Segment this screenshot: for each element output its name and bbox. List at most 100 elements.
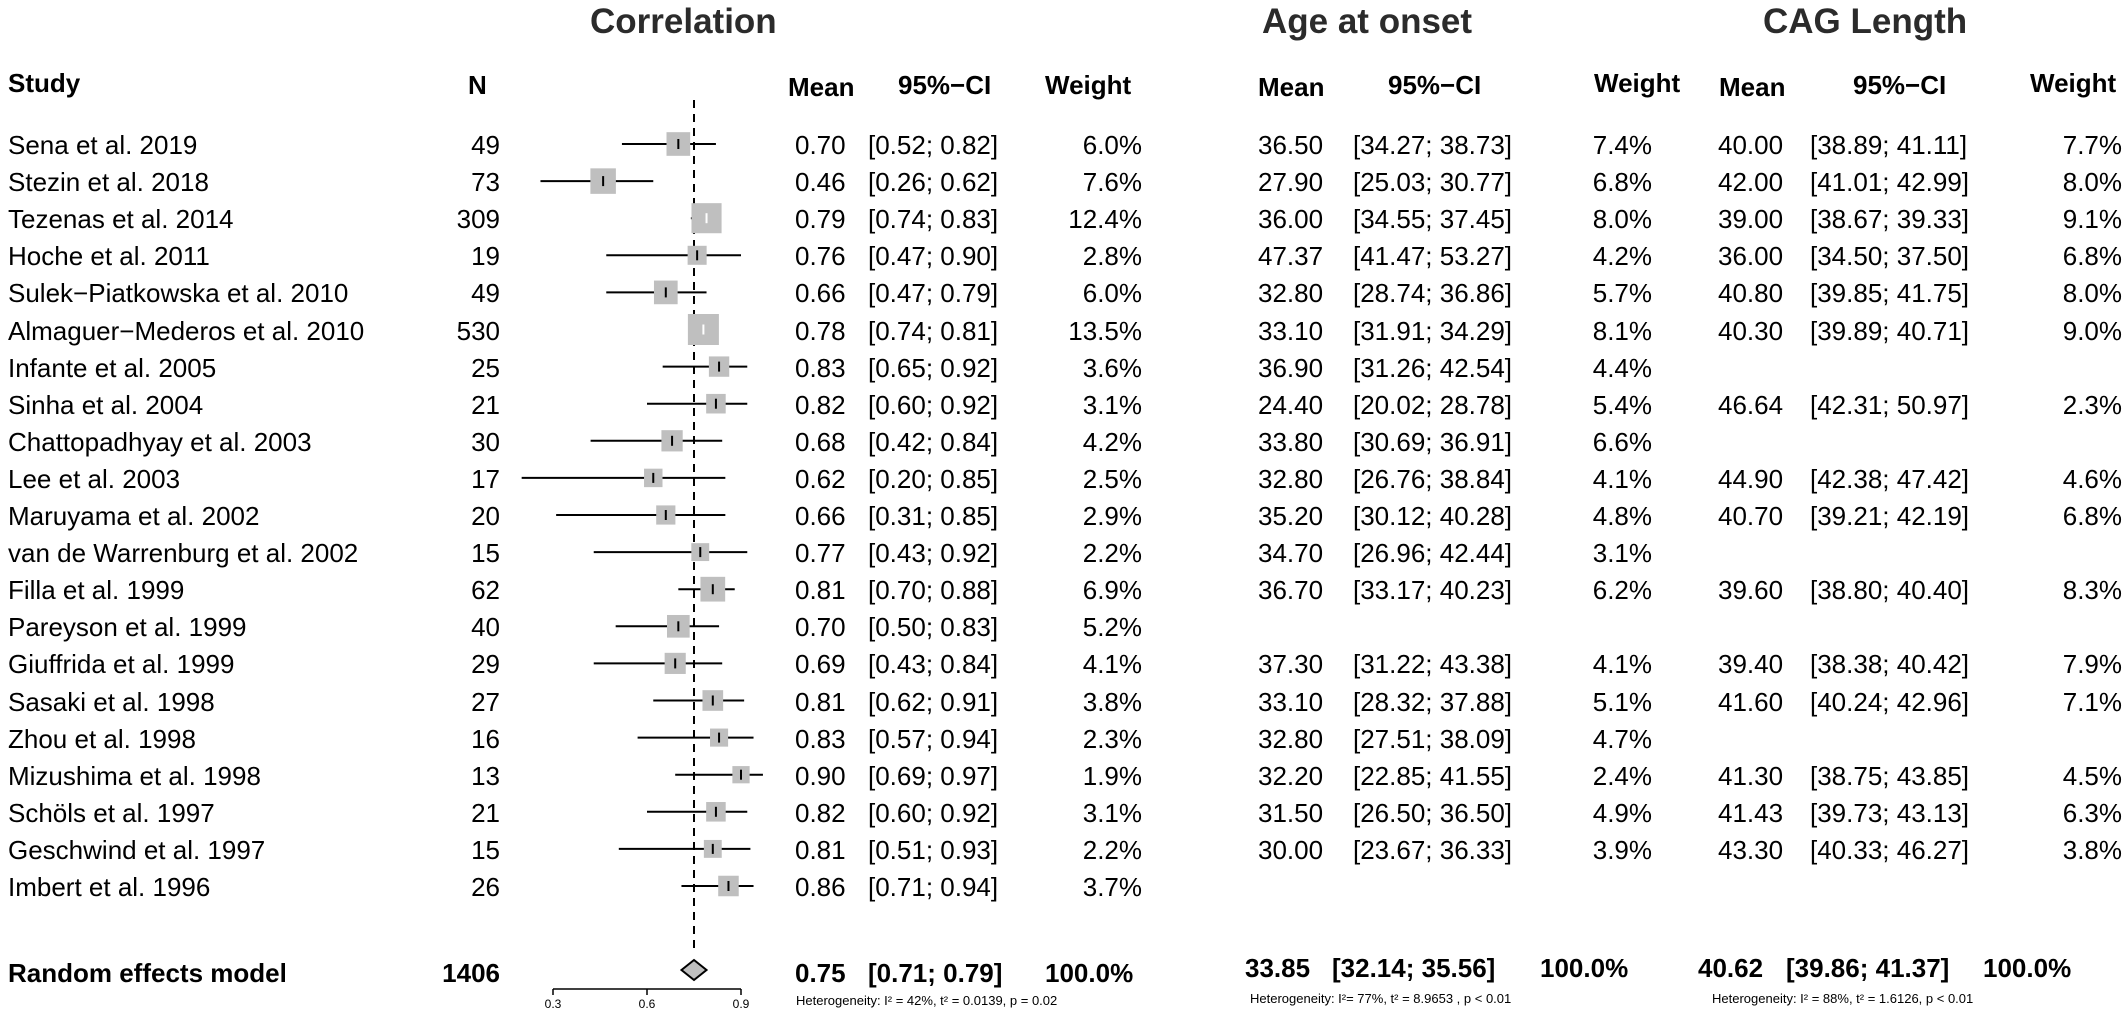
age-mean-cell: 47.37 <box>1258 241 1324 272</box>
age-weight-cell: 6.2% <box>1592 575 1652 606</box>
corr-mean-cell: 0.82 <box>795 797 846 828</box>
n-cell: 19 <box>471 241 500 272</box>
header-corr-weight: Weight <box>1045 70 1132 100</box>
age-ci-cell: [34.27; 38.73] <box>1353 130 1513 160</box>
n-cell: 49 <box>471 130 500 160</box>
cag-ci-cell: [39.85; 41.75] <box>1810 278 1970 309</box>
corr-ci-cell: [0.42; 0.84] <box>868 426 999 457</box>
corr-mean-cell: 0.77 <box>795 538 846 569</box>
corr-mean-cell: 0.68 <box>795 426 846 457</box>
cag-weight-cell: 8.0% <box>2062 167 2122 198</box>
corr-mean-cell: 0.70 <box>795 130 846 160</box>
cag-weight-cell: 4.6% <box>2062 463 2122 494</box>
cag-mean-cell: 40.00 <box>1718 130 1784 160</box>
cag-weight-cell: 8.3% <box>2062 575 2122 606</box>
corr-weight-cell: 2.3% <box>1082 723 1142 754</box>
x-axis-tick-label: 0.9 <box>733 997 750 1011</box>
corr-weight-cell: 1.9% <box>1082 760 1142 791</box>
age-weight-cell: 2.4% <box>1592 760 1652 791</box>
corr-weight-cell: 2.2% <box>1082 834 1142 865</box>
age-ci-cell: [28.32; 37.88] <box>1353 686 1513 717</box>
summary-age-mean: 33.85 <box>1245 953 1311 983</box>
study-cell: Lee et al. 2003 <box>8 463 181 494</box>
summary-corr-mean: 0.75 <box>795 958 846 988</box>
age-ci-cell: [23.67; 36.33] <box>1353 834 1513 865</box>
heterogeneity-correlation: Heterogeneity: I² = 42%, t² = 0.0139, p … <box>796 993 1058 1008</box>
n-cell: 27 <box>471 686 500 717</box>
age-weight-cell: 4.9% <box>1592 797 1652 828</box>
cag-mean-cell: 41.30 <box>1718 760 1784 791</box>
age-weight-cell: 5.1% <box>1592 686 1652 717</box>
cag-weight-cell: 6.8% <box>2062 241 2122 272</box>
n-cell: 26 <box>471 872 500 902</box>
corr-weight-cell: 12.4% <box>1068 204 1142 235</box>
corr-mean-cell: 0.76 <box>795 241 846 272</box>
age-mean-cell: 33.10 <box>1258 686 1324 717</box>
study-cell: Zhou et al. 1998 <box>8 723 196 754</box>
n-cell: 29 <box>471 649 500 680</box>
study-cell: Sulek−Piatkowska et al. 2010 <box>8 278 349 309</box>
summary-corr-weight: 100.0% <box>1045 958 1134 988</box>
age-ci-cell: [22.85; 41.55] <box>1353 760 1513 791</box>
cag-mean-cell: 40.70 <box>1718 501 1784 531</box>
corr-ci-cell: [0.43; 0.84] <box>868 649 999 680</box>
corr-ci-cell: [0.47; 0.79] <box>868 278 999 309</box>
cag-mean-cell: 42.00 <box>1718 167 1784 198</box>
n-cell: 15 <box>471 538 500 569</box>
cag-weight-cell: 9.1% <box>2062 204 2122 235</box>
header-cag-weight: Weight <box>2030 68 2117 98</box>
age-weight-cell: 3.9% <box>1592 834 1652 865</box>
corr-mean-cell: 0.69 <box>795 649 846 680</box>
n-cell: 13 <box>471 760 500 791</box>
age-ci-cell: [30.69; 36.91] <box>1353 426 1513 457</box>
n-cell: 16 <box>471 723 500 754</box>
header-age-mean: Mean <box>1258 72 1325 102</box>
age-weight-cell: 4.1% <box>1592 463 1652 494</box>
age-weight-cell: 4.4% <box>1592 352 1652 383</box>
age-ci-cell: [27.51; 38.09] <box>1353 723 1513 754</box>
corr-mean-cell: 0.86 <box>795 872 846 902</box>
summary-age-ci: [32.14; 35.56] <box>1332 953 1496 983</box>
corr-ci-cell: [0.65; 0.92] <box>868 352 999 383</box>
corr-ci-cell: [0.26; 0.62] <box>868 167 999 198</box>
cag-mean-cell: 40.30 <box>1718 315 1784 346</box>
age-weight-cell: 8.0% <box>1592 204 1652 235</box>
study-cell: van de Warrenburg et al. 2002 <box>8 538 359 569</box>
cag-ci-cell: [38.89; 41.11] <box>1810 130 1968 160</box>
header-n: N <box>468 70 487 100</box>
corr-weight-cell: 3.1% <box>1082 797 1142 828</box>
header-corr-mean: Mean <box>788 72 855 102</box>
header-corr-ci: 95%−CI <box>898 70 992 100</box>
age-ci-cell: [34.55; 37.45] <box>1353 204 1513 235</box>
corr-mean-cell: 0.79 <box>795 204 846 235</box>
cag-ci-cell: [41.01; 42.99] <box>1810 167 1970 198</box>
cag-weight-cell: 7.9% <box>2062 649 2122 680</box>
age-mean-cell: 35.20 <box>1258 501 1324 531</box>
heterogeneity-cag: Heterogeneity: I² = 88%, t² = 1.6126, p … <box>1712 991 1974 1006</box>
cag-mean-cell: 41.60 <box>1718 686 1784 717</box>
study-cell: Sasaki et al. 1998 <box>8 686 215 717</box>
corr-weight-cell: 4.2% <box>1082 426 1142 457</box>
corr-weight-cell: 2.5% <box>1082 463 1142 494</box>
corr-weight-cell: 6.9% <box>1082 575 1142 606</box>
heterogeneity-age: Heterogeneity: I²= 77%, t² = 8.9653 , p … <box>1250 991 1512 1006</box>
study-cell: Sena et al. 2019 <box>8 130 198 160</box>
x-axis-tick-label: 0.3 <box>545 997 562 1011</box>
age-weight-cell: 4.2% <box>1592 241 1652 272</box>
cag-mean-cell: 44.90 <box>1718 463 1784 494</box>
age-weight-cell: 4.7% <box>1592 723 1652 754</box>
age-weight-cell: 7.4% <box>1592 130 1652 160</box>
age-mean-cell: 32.80 <box>1258 723 1324 754</box>
n-cell: 73 <box>471 167 500 198</box>
age-weight-cell: 5.4% <box>1592 389 1652 420</box>
n-cell: 21 <box>471 389 500 420</box>
cag-mean-cell: 46.64 <box>1718 389 1784 420</box>
cag-mean-cell: 39.00 <box>1718 204 1784 235</box>
cag-ci-cell: [39.21; 42.19] <box>1810 501 1970 531</box>
age-weight-cell: 8.1% <box>1592 315 1652 346</box>
cag-mean-cell: 41.43 <box>1718 797 1784 828</box>
n-cell: 530 <box>456 315 500 346</box>
header-age-weight: Weight <box>1594 68 1681 98</box>
